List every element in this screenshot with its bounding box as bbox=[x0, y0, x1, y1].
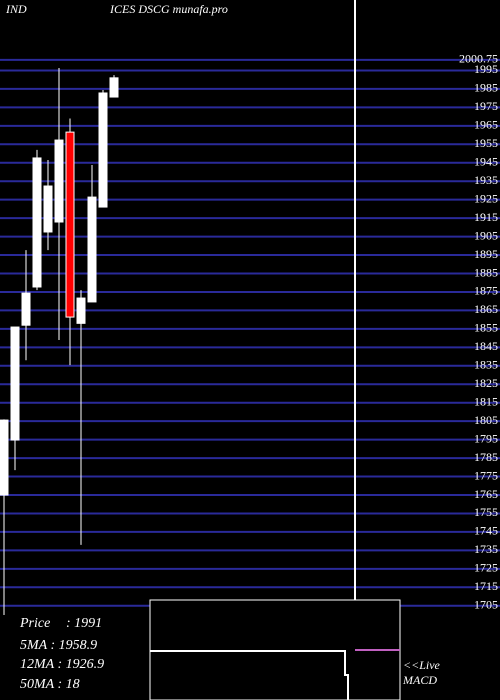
macd-line bbox=[150, 650, 349, 700]
y-tick-label: 1885 bbox=[474, 265, 498, 279]
y-tick-label: 1745 bbox=[474, 524, 498, 538]
grid: 1705 1715 1725 1735 1745 1755 1765 1775 1785 1795… bbox=[0, 52, 500, 612]
ma12: 12MA : 1926.9 bbox=[20, 657, 104, 672]
y-tick-label: 1795 bbox=[474, 431, 498, 445]
y-tick-label: 1865 bbox=[474, 302, 498, 316]
macd-label: MACD bbox=[402, 673, 437, 687]
price-value: : 1991 bbox=[66, 616, 102, 631]
y-tick-label: 2000.75 bbox=[459, 52, 498, 66]
candles bbox=[0, 68, 119, 615]
y-tick-label: 1735 bbox=[474, 542, 498, 556]
candle-body bbox=[32, 157, 42, 288]
y-tick-label: 1765 bbox=[474, 487, 498, 501]
y-tick-label: 1805 bbox=[474, 413, 498, 427]
y-tick-label: 1825 bbox=[474, 376, 498, 390]
title-left: IND bbox=[5, 2, 27, 16]
candle-body bbox=[43, 185, 53, 233]
y-tick-label: 1715 bbox=[474, 579, 498, 593]
y-tick-label: 1965 bbox=[474, 118, 498, 132]
y-tick-label: 1785 bbox=[474, 450, 498, 464]
y-tick-label: 1995 bbox=[474, 62, 498, 76]
y-tick-label: 1955 bbox=[474, 136, 498, 150]
ma5: 5MA : 1958.9 bbox=[20, 638, 97, 653]
y-tick-label: 1985 bbox=[474, 81, 498, 95]
y-tick-label: 1925 bbox=[474, 191, 498, 205]
y-tick-label: 1915 bbox=[474, 210, 498, 224]
price-label: Price bbox=[19, 616, 50, 631]
y-tick-label: 1975 bbox=[474, 99, 498, 113]
candle-body bbox=[54, 139, 64, 223]
y-tick-label: 1895 bbox=[474, 247, 498, 261]
y-tick-label: 1755 bbox=[474, 505, 498, 519]
candle-body bbox=[0, 419, 9, 496]
y-tick-label: 1905 bbox=[474, 228, 498, 242]
y-tick-label: 1725 bbox=[474, 561, 498, 575]
candle-body bbox=[87, 196, 97, 303]
ma50: 50MA : 18 bbox=[20, 677, 80, 692]
y-tick-label: 1835 bbox=[474, 358, 498, 372]
candle-body bbox=[21, 292, 31, 326]
live-label: <<Live bbox=[403, 658, 441, 672]
candle-body bbox=[65, 131, 75, 318]
y-tick-label: 1705 bbox=[474, 598, 498, 612]
candle-body bbox=[98, 92, 108, 208]
y-tick-label: 1855 bbox=[474, 321, 498, 335]
chart-title: ICES DSCG munafa.pro bbox=[109, 2, 228, 16]
candle-body bbox=[76, 297, 86, 324]
y-tick-label: 1875 bbox=[474, 284, 498, 298]
y-tick-label: 1945 bbox=[474, 155, 498, 169]
y-tick-label: 1845 bbox=[474, 339, 498, 353]
candle-body bbox=[109, 77, 119, 98]
candle-body bbox=[10, 326, 20, 441]
y-tick-label: 1935 bbox=[474, 173, 498, 187]
y-tick-label: 1775 bbox=[474, 468, 498, 482]
y-tick-label: 1815 bbox=[474, 394, 498, 408]
